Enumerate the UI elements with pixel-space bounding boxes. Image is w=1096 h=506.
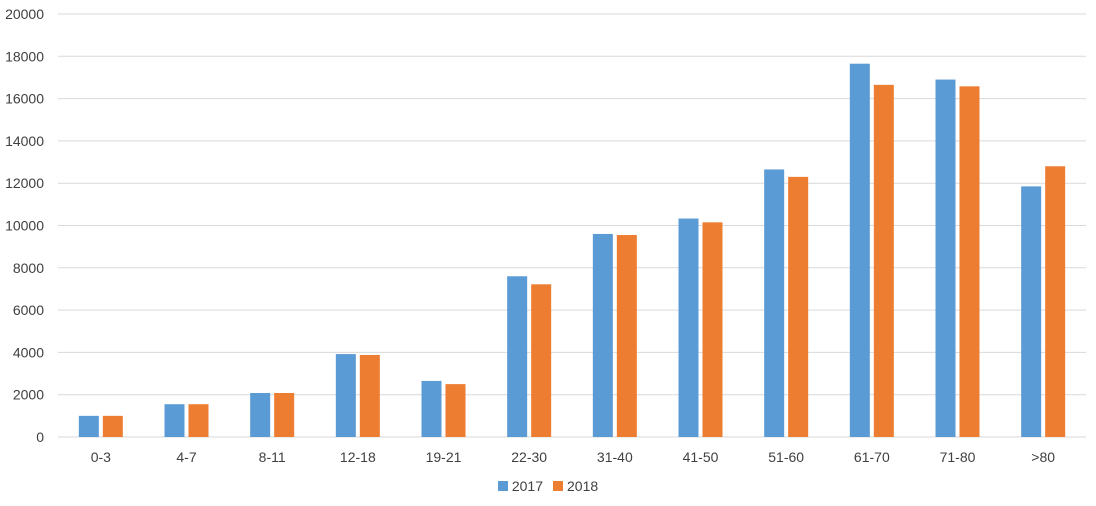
bar-2017-8-11 xyxy=(250,393,271,437)
y-tick-label: 8000 xyxy=(13,260,44,276)
x-tick-label: 4-7 xyxy=(176,449,196,465)
x-tick-label: 61-70 xyxy=(854,449,890,465)
x-tick-label: 0-3 xyxy=(91,449,111,465)
bar-2017->80 xyxy=(1021,186,1042,437)
y-tick-label: 6000 xyxy=(13,302,44,318)
legend: 2017 2018 xyxy=(0,478,1096,494)
bar-2018-0-3 xyxy=(102,415,123,437)
bar-2017-71-80 xyxy=(935,79,956,437)
y-tick-label: 12000 xyxy=(5,175,44,191)
legend-swatch-2018 xyxy=(553,481,563,491)
x-tick-label: 19-21 xyxy=(426,449,462,465)
x-tick-label: 22-30 xyxy=(511,449,547,465)
bar-2018-31-40 xyxy=(616,235,637,437)
bar-2017-51-60 xyxy=(764,169,785,437)
bar-2017-19-21 xyxy=(421,380,442,437)
bar-2018-4-7 xyxy=(188,404,209,437)
legend-label-2017: 2017 xyxy=(511,478,543,494)
bar-2018-41-50 xyxy=(702,222,723,437)
bar-2018->80 xyxy=(1045,166,1066,437)
bar-2018-22-30 xyxy=(531,284,552,437)
bar-2017-61-70 xyxy=(849,63,870,437)
y-axis-ticks: 0 2000 4000 6000 8000 10000 12000 14000 16000 180… xyxy=(5,6,44,445)
x-tick-label: 51-60 xyxy=(768,449,804,465)
y-tick-label: 20000 xyxy=(5,6,44,22)
x-tick-label: 12-18 xyxy=(340,449,376,465)
y-tick-label: 2000 xyxy=(13,387,44,403)
legend-swatch-2017 xyxy=(497,481,508,491)
legend-label-2018: 2018 xyxy=(567,478,599,494)
x-tick-label: >80 xyxy=(1031,449,1055,465)
bars xyxy=(78,63,1066,438)
bar-2018-71-80 xyxy=(959,86,980,437)
y-tick-label: 10000 xyxy=(5,218,44,234)
x-tick-label: 8-11 xyxy=(259,449,286,465)
legend-item-2017: 2017 xyxy=(497,478,543,494)
bar-2018-8-11 xyxy=(274,393,295,437)
bar-2018-19-21 xyxy=(445,384,466,437)
legend-item-2018: 2018 xyxy=(553,478,598,494)
y-tick-label: 0 xyxy=(36,429,44,445)
bar-2018-51-60 xyxy=(788,176,809,438)
gridlines xyxy=(58,13,1086,438)
bar-2017-4-7 xyxy=(164,404,185,437)
bar-chart: 0 2000 4000 6000 8000 10000 12000 14000 16000 180… xyxy=(5,6,1086,465)
bar-2017-41-50 xyxy=(678,218,699,437)
y-tick-label: 4000 xyxy=(13,344,44,360)
x-axis-ticks: 0-3 4-7 8-11 12-18 19-21 22-30 31-40 41-50 51-60… xyxy=(91,449,1056,465)
y-tick-label: 16000 xyxy=(5,91,44,107)
x-tick-label: 31-40 xyxy=(597,449,633,465)
x-tick-label: 71-80 xyxy=(940,449,976,465)
bar-2017-31-40 xyxy=(592,233,613,437)
bar-2017-0-3 xyxy=(78,415,99,437)
bar-2018-12-18 xyxy=(359,354,380,437)
bar-2018-61-70 xyxy=(873,84,894,437)
bar-2017-22-30 xyxy=(507,276,528,437)
y-tick-label: 14000 xyxy=(5,133,44,149)
bar-2017-12-18 xyxy=(335,354,356,437)
x-tick-label: 41-50 xyxy=(683,449,719,465)
y-tick-label: 18000 xyxy=(5,48,44,64)
